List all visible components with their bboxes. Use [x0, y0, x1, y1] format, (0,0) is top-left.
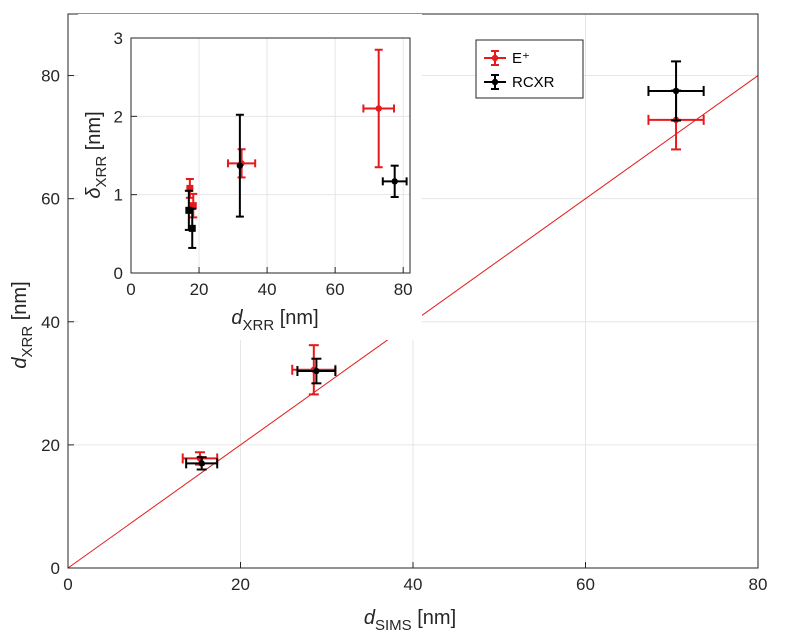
main-x-tick-label: 60: [576, 575, 595, 594]
inset-x-tick-label: 60: [326, 280, 345, 299]
main-x-tick-label: 20: [231, 575, 250, 594]
main-x-tick-label: 80: [749, 575, 768, 594]
legend-label: E⁺: [512, 50, 530, 67]
main-y-tick-label: 60: [41, 190, 60, 209]
inset-y-tick-label: 2: [114, 107, 123, 126]
data-point: [198, 460, 205, 467]
inset-y-tick-label: 0: [114, 264, 123, 283]
inset-x-tick-label: 0: [126, 280, 135, 299]
square-marker: [186, 184, 194, 192]
main-y-tick-label: 0: [51, 559, 60, 578]
square-marker: [188, 224, 196, 232]
data-point: [313, 367, 320, 375]
legend: E⁺ RCXR: [475, 39, 584, 99]
legend-entry: E⁺: [484, 50, 530, 67]
inset-x-tick-label: 80: [394, 280, 413, 299]
inset-ticks: 0 20 40 60 80 0 1 2 3: [114, 29, 413, 299]
inset-x-tick-label: 20: [190, 280, 209, 299]
main-x-tick-label: 0: [63, 575, 72, 594]
main-data-marks: [181, 60, 705, 471]
data-point: [672, 87, 680, 95]
main-x-axis-label: dSIMS [nm]: [364, 607, 456, 634]
data-point: [391, 178, 398, 185]
inset-x-tick-label: 40: [258, 280, 277, 299]
legend-marker: [491, 78, 499, 86]
main-y-tick-label: 80: [41, 67, 60, 86]
data-point: [236, 162, 244, 169]
data-point: [375, 105, 382, 112]
legend-entry: RCXR: [484, 74, 555, 91]
legend-marker: [491, 54, 499, 62]
square-marker: [189, 202, 197, 210]
inset-y-tick-label: 1: [114, 186, 123, 205]
legend-entries: E⁺ RCXR: [484, 50, 555, 91]
inset-y-axis-label: δXRR [nm]: [83, 111, 110, 198]
inset-background: [78, 14, 422, 340]
main-y-tick-label: 40: [41, 313, 60, 332]
inset-x-axis-label: dXRR [nm]: [231, 307, 318, 334]
main-y-tick-label: 20: [41, 436, 60, 455]
square-marker: [185, 206, 193, 214]
legend-label: RCXR: [512, 74, 555, 91]
main-y-axis-label: dXRR [nm]: [9, 281, 36, 368]
inset-data-marks: [184, 48, 408, 249]
main-x-tick-label: 40: [404, 575, 423, 594]
inset-y-tick-label: 3: [114, 29, 123, 48]
inset-plot-frame: [130, 37, 411, 274]
